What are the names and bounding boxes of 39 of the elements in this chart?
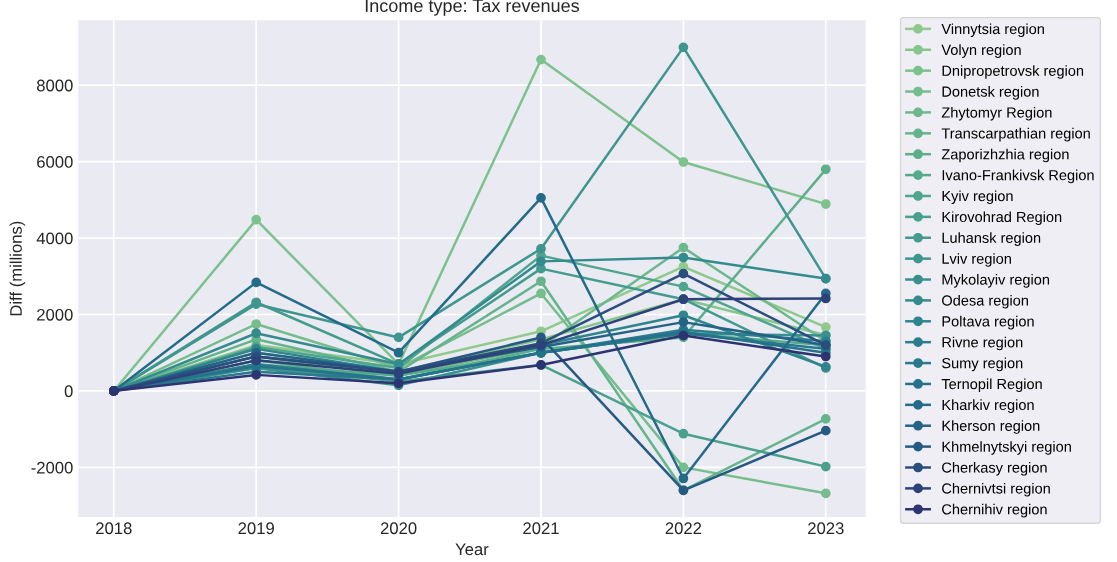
y-tick-label: 2000 <box>37 308 73 321</box>
legend-label: Odesa region <box>942 294 1028 309</box>
legend-label: Kherson region <box>942 420 1040 434</box>
x-tick-label: 2022 <box>665 522 702 535</box>
x-tick-label: 2019 <box>238 522 274 535</box>
legend-label: Dnipropetrovsk region <box>942 65 1084 79</box>
legend-label: Lviv region <box>942 253 1011 267</box>
chart-title: Income type: Tax revenues <box>365 0 580 16</box>
legend-label: Chernihiv region <box>942 503 1047 518</box>
y-tick-label: 6000 <box>37 156 73 168</box>
legend-label: Kharkiv region <box>942 399 1034 413</box>
y-tick-label: 4000 <box>36 232 73 245</box>
legend-label: Zaporizhzhia region <box>941 148 1069 163</box>
x-axis-title: Year <box>455 543 489 556</box>
y-tick-label: 8000 <box>36 79 73 92</box>
legend-label: Luhansk region <box>942 232 1041 246</box>
y-axis-title: Diff (millions) <box>9 221 26 316</box>
legend-label: Mykolayiv region <box>942 274 1050 288</box>
y-tick-label: 0 <box>64 385 73 398</box>
x-tick-label: 2018 <box>96 522 132 535</box>
legend-label: Ivano-Frankivsk Region <box>942 169 1094 184</box>
y-tick-label: -2000 <box>31 461 73 474</box>
legend-label: Sumy region <box>942 357 1023 372</box>
legend-label: Rivne region <box>942 336 1023 351</box>
legend-label: Volyn region <box>941 44 1021 58</box>
legend-label: Kyiv region <box>942 190 1013 205</box>
legend-label: Khmelnytskyi region <box>942 441 1071 455</box>
legend-label: Poltava region <box>942 315 1034 330</box>
legend-label: Kirovohrad Region <box>942 211 1062 225</box>
x-tick-label: 2023 <box>808 522 844 535</box>
legend-label: Ternopil Region <box>941 378 1042 393</box>
legend-label: Cherkasy region <box>942 462 1047 476</box>
legend-label: Transcarpathian region <box>941 127 1090 142</box>
legend-label: Zhytomyr Region <box>941 106 1052 121</box>
legend-label: Chernivtsi region <box>942 482 1050 497</box>
x-tick-label: 2021 <box>523 522 559 535</box>
x-tick-label: 2020 <box>380 522 417 535</box>
legend-label: Donetsk region <box>942 86 1039 100</box>
legend-label: Vinnytsia region <box>941 23 1044 38</box>
